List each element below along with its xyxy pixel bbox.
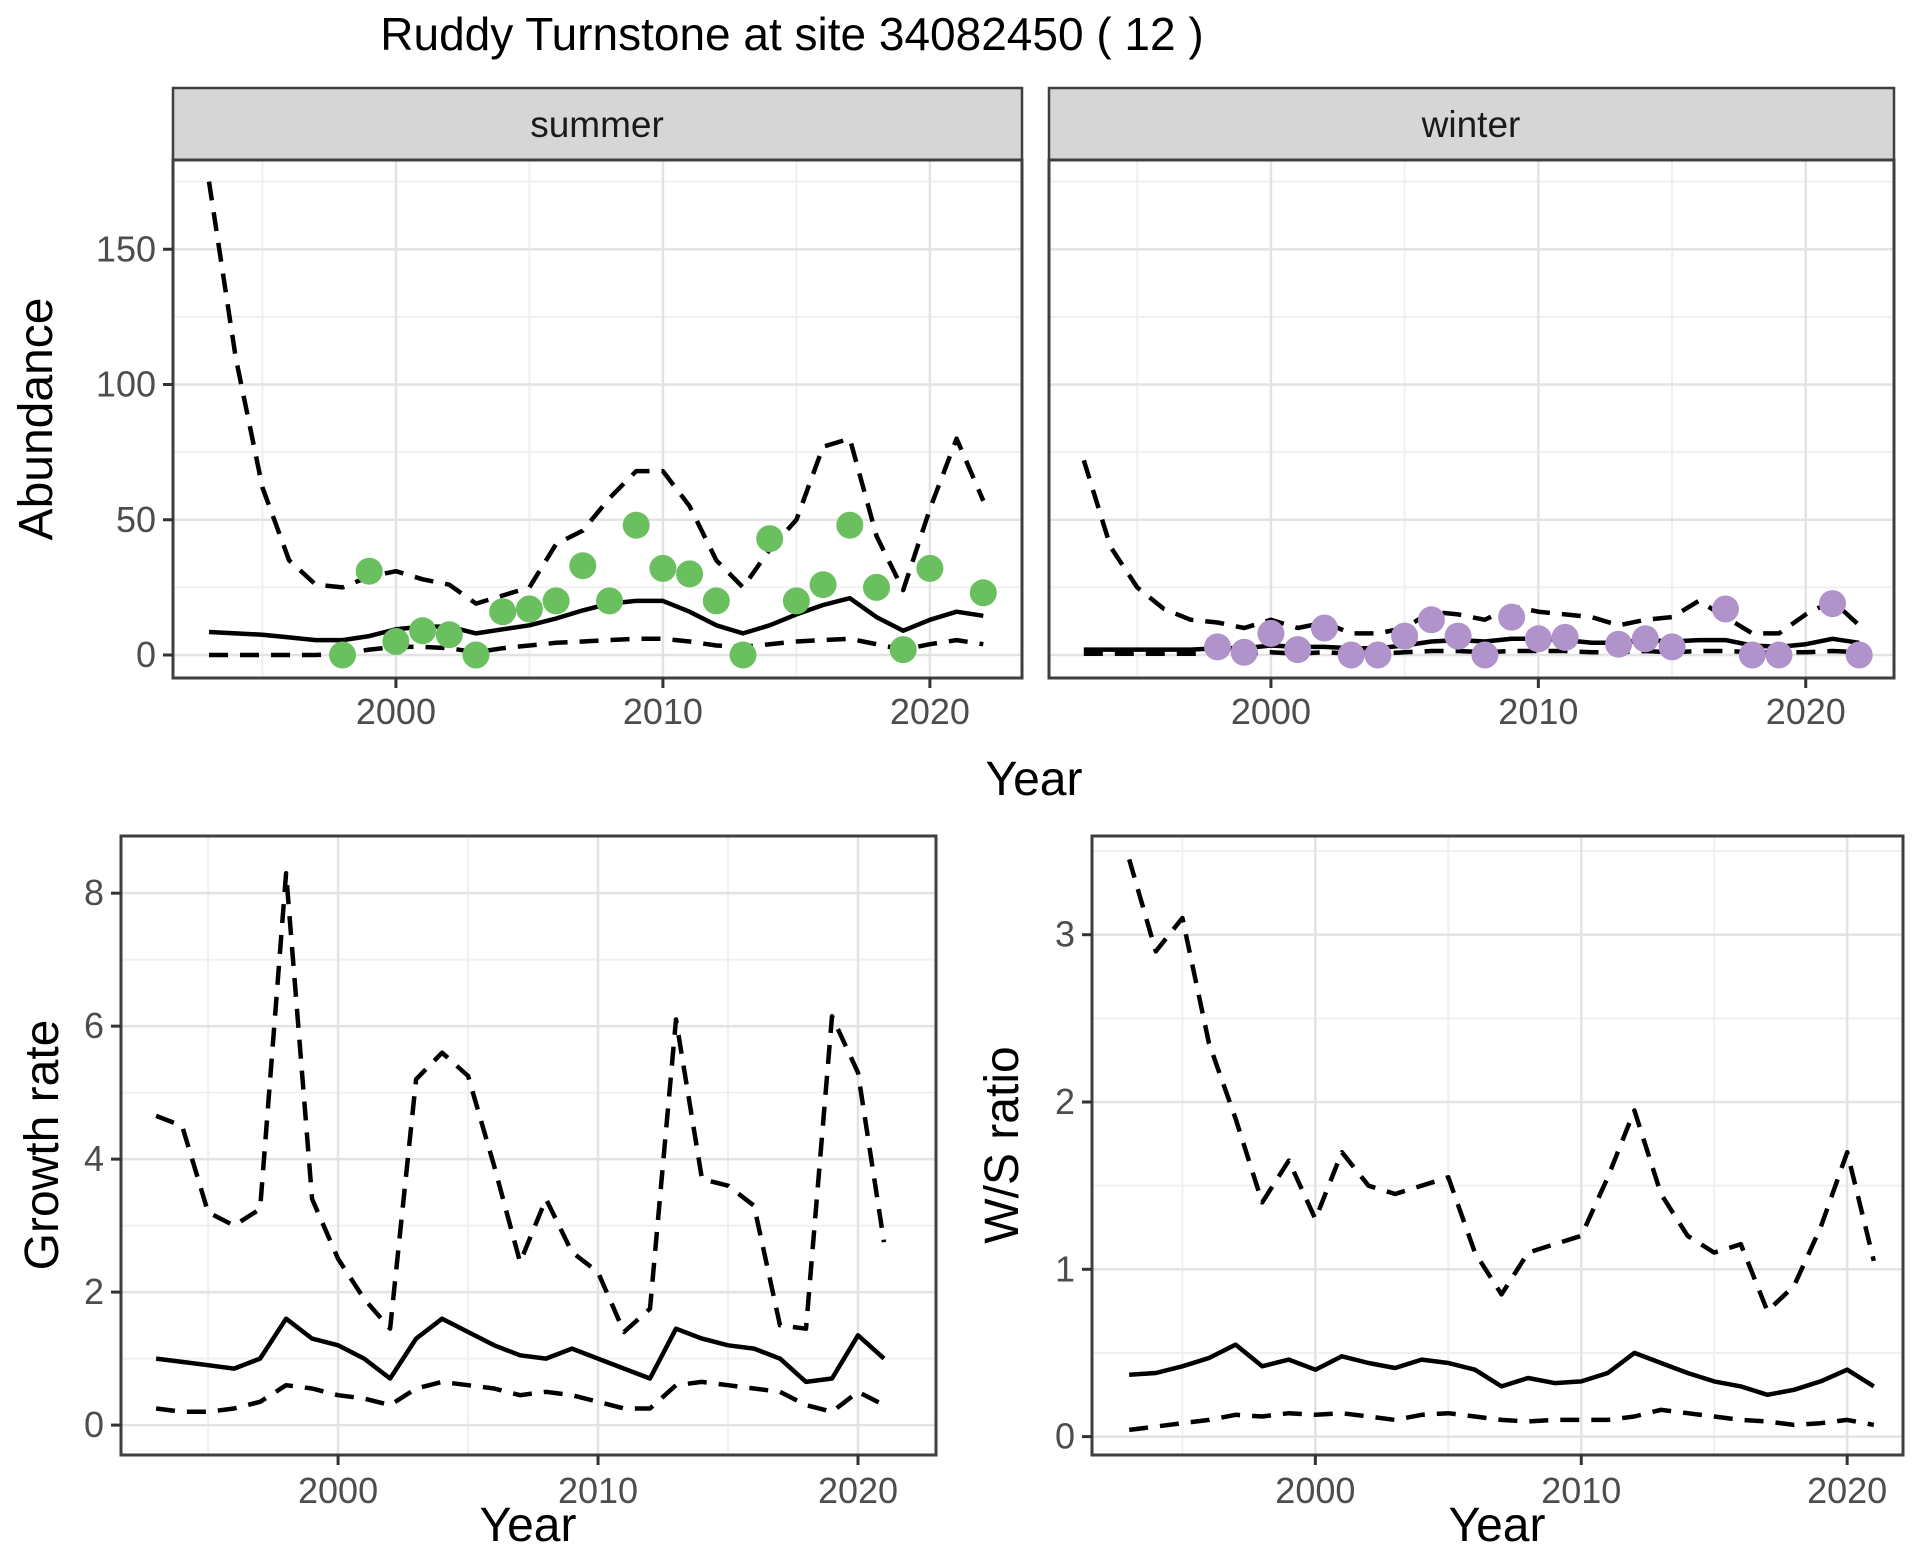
facet-strip-summer: summer: [171, 86, 1024, 162]
y-tick-label: 0: [84, 1404, 104, 1445]
y-axis-title-abundance: Abundance: [10, 298, 63, 541]
abundance-summer-observed-count: [542, 587, 570, 615]
abundance-summer-observed-count: [409, 617, 437, 645]
x-tick-label: 2010: [623, 691, 703, 732]
x-tick-label: 2020: [890, 691, 970, 732]
abundance-winter-observed-count: [1605, 630, 1633, 658]
abundance-summer-observed-count: [676, 560, 704, 588]
x-tick-label: 2000: [298, 1470, 378, 1511]
panel-growth-rate: 2000 2010 2020 0 2 4 6 8: [84, 834, 938, 1511]
y-tick-label: 50: [116, 499, 156, 540]
y-tick-label: 0: [1055, 1416, 1075, 1457]
y-tick-label: 150: [96, 228, 156, 269]
abundance-summer-observed-count: [649, 554, 677, 582]
y-tick-label: 2: [84, 1271, 104, 1312]
facet-strip-label-summer: summer: [530, 104, 664, 145]
panel-abundance-summer: 2000 2010 2020 0 50 100 150: [96, 158, 1024, 732]
ws-ratio-mean: [1129, 1342, 1875, 1398]
abundance-winter-observed-count: [1444, 622, 1472, 650]
y-tick-label: 4: [84, 1138, 104, 1179]
abundance-summer-mean: [208, 595, 984, 643]
abundance-summer-observed-count: [596, 587, 623, 615]
growth-rate-lower-ci: [155, 1379, 886, 1415]
abundance-winter-observed-count: [1765, 641, 1793, 669]
abundance-winter-observed-count: [1498, 603, 1526, 631]
x-tick-label: 2000: [1231, 691, 1311, 732]
x-axis-title-year-growth: Year: [480, 1499, 577, 1552]
facet-strip-label-winter: winter: [1421, 104, 1521, 145]
abundance-summer-observed-count: [756, 525, 784, 553]
x-tick-label: 2020: [1766, 691, 1846, 732]
y-tick-label: 100: [96, 364, 156, 405]
y-axis-title-ws-ratio: W/S ratio: [976, 1046, 1029, 1243]
panel-ws-ratio: 2000 2010 2020 0 1 2 3: [1055, 834, 1905, 1511]
abundance-summer-observed-count: [435, 621, 463, 649]
abundance-summer-observed-count: [782, 587, 810, 615]
abundance-summer-observed-count: [622, 511, 650, 539]
abundance-winter-observed-count: [1337, 641, 1365, 669]
abundance-summer-observed-count: [329, 641, 356, 669]
abundance-summer-observed-count: [702, 587, 730, 615]
plot-title: Ruddy Turnstone at site 34082450 ( 12 ): [380, 8, 1203, 60]
abundance-summer-upper-ci: [206, 181, 986, 606]
abundance-winter-observed-count: [1204, 633, 1231, 661]
abundance-winter-observed-count: [1819, 590, 1846, 618]
abundance-winter-observed-count: [1364, 641, 1392, 669]
abundance-winter-observed-count: [1524, 625, 1552, 653]
x-axis-title-year-ws: Year: [1449, 1499, 1546, 1552]
abundance-summer-observed-count: [489, 598, 517, 626]
abundance-winter-observed-count: [1658, 633, 1686, 661]
panel-abundance-winter: 2000 2010 2020: [1047, 158, 1896, 732]
abundance-winter-observed-count: [1284, 636, 1312, 664]
x-tick-label: 2020: [818, 1470, 898, 1511]
y-tick-label: 1: [1055, 1248, 1075, 1289]
abundance-winter-observed-count: [1631, 625, 1659, 653]
ws-ratio-lower-ci: [1128, 1407, 1875, 1433]
abundance-summer-observed-count: [729, 641, 757, 669]
abundance-winter-observed-count: [1230, 638, 1258, 666]
abundance-summer-observed-count: [462, 641, 490, 669]
x-tick-label: 2010: [1541, 1470, 1621, 1511]
abundance-summer-observed-count: [836, 511, 864, 539]
abundance-winter-observed-count: [1551, 623, 1579, 651]
growth-rate-mean: [155, 1316, 886, 1385]
abundance-winter-observed-count: [1391, 622, 1419, 650]
y-tick-label: 6: [84, 1005, 104, 1046]
abundance-summer-observed-count: [515, 595, 543, 623]
abundance-summer-observed-count: [382, 628, 410, 655]
abundance-winter-observed-count: [1257, 619, 1285, 647]
y-tick-label: 0: [136, 634, 156, 675]
abundance-winter-observed-count: [1845, 641, 1873, 669]
y-tick-label: 2: [1055, 1081, 1075, 1122]
ws-ratio-upper-ci: [1127, 858, 1876, 1314]
abundance-summer-observed-count: [809, 571, 837, 599]
x-axis-title-year-top: Year: [986, 753, 1083, 806]
y-tick-label: 8: [84, 872, 104, 913]
abundance-winter-observed-count: [1738, 641, 1766, 669]
abundance-summer-observed-count: [569, 552, 597, 580]
abundance-summer-observed-count: [969, 579, 997, 607]
facet-strip-winter: winter: [1047, 86, 1896, 162]
x-tick-label: 2010: [1498, 691, 1578, 732]
x-tick-label: 2000: [1275, 1470, 1355, 1511]
abundance-winter-observed-count: [1471, 641, 1499, 669]
abundance-summer-observed-count: [916, 554, 944, 582]
abundance-winter-observed-count: [1712, 595, 1739, 623]
x-tick-label: 2010: [558, 1470, 638, 1511]
abundance-winter-observed-count: [1310, 614, 1338, 642]
abundance-summer-observed-count: [889, 636, 917, 664]
abundance-summer-observed-count: [863, 573, 890, 601]
y-axis-title-growth-rate: Growth rate: [16, 1020, 69, 1271]
x-tick-label: 2000: [356, 691, 436, 732]
abundance-winter-observed-count: [1417, 606, 1445, 634]
y-tick-label: 3: [1055, 914, 1075, 955]
x-tick-label: 2020: [1807, 1470, 1887, 1511]
abundance-summer-observed-count: [355, 557, 383, 585]
abundance-winter-upper-ci: [1081, 459, 1861, 636]
